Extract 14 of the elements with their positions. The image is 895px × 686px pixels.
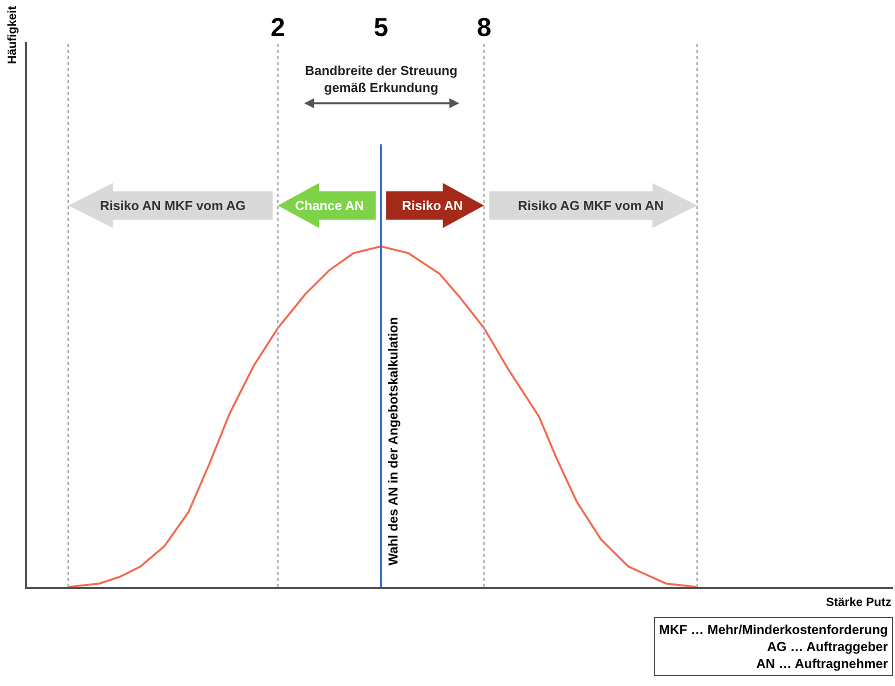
y-axis-title: Häufigkeit bbox=[5, 6, 19, 64]
x-tick-label: 8 bbox=[476, 12, 492, 42]
text: AG … Auftraggeber bbox=[767, 638, 888, 654]
text: AN … Auftragnehmer bbox=[756, 656, 888, 671]
text: Risiko AN bbox=[402, 198, 463, 213]
ref-line-label: Wahl des AN in der Angebotskalkulation bbox=[385, 316, 400, 566]
text: MKF … Mehr/Minderkostenforderung bbox=[659, 622, 888, 637]
text: Bandbreite der Streuung gemäß Erkundung bbox=[305, 63, 458, 95]
x-tick-label: 5 bbox=[374, 12, 388, 42]
x-tick-label: 2 bbox=[270, 12, 286, 42]
text: Risiko AG MKF vom AN bbox=[518, 198, 664, 213]
text: Risiko AN MKF vom AG bbox=[100, 198, 246, 213]
x-axis-title: Stärke Putz bbox=[826, 595, 892, 609]
text: Chance AN bbox=[295, 198, 364, 213]
